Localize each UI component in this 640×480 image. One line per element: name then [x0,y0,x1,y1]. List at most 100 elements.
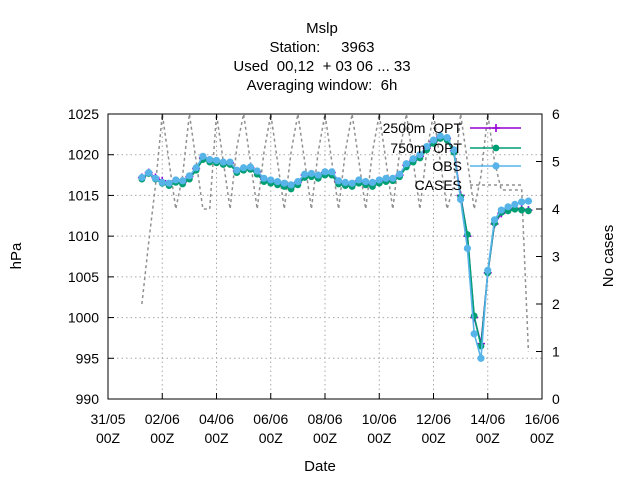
y-axis-label: hPa [8,242,25,269]
data-point [301,170,309,178]
x-tick-label-time: 00Z [313,430,338,446]
data-point [355,176,363,184]
x-tick-label: 14/06 [470,411,505,427]
x-tick-label: 31/05 [90,411,125,427]
series-line [141,137,529,347]
chart-title-line: Used 00,12 + 03 06 ... 33 [233,58,410,75]
y2-tick-label: 1 [552,344,560,360]
data-point [321,168,329,176]
data-point [518,198,526,206]
data-point [484,266,492,274]
data-point [219,158,227,166]
data-point [457,195,465,204]
data-point [492,124,500,132]
x-tick-label-time: 00Z [421,430,446,446]
x-axis-label: Date [304,458,336,475]
data-point [382,174,390,182]
y2-tick-label: 4 [552,201,560,217]
y-tick-label: 1005 [68,269,99,285]
chart-title-line: Averaging window: 6h [247,77,398,94]
data-point [253,167,261,175]
x-tick-label: 02/06 [145,411,180,427]
data-point [226,158,234,166]
data-point [280,179,288,187]
y2-tick-label: 6 [552,106,560,122]
data-point [423,142,431,151]
data-point [490,216,499,224]
series-layer [137,113,533,362]
x-tick-label: 16/06 [524,411,559,427]
data-point [172,176,180,184]
x-tick-label: 10/06 [362,411,397,427]
data-point [348,179,356,187]
data-point [450,146,458,154]
data-point [375,176,383,184]
x-tick-label: 06/06 [253,411,288,427]
x-tick-label-time: 00Z [259,430,284,446]
data-point [504,203,512,211]
data-point [246,163,255,171]
data-point [185,172,193,180]
data-point [368,178,377,186]
data-point [294,177,302,186]
data-point [206,156,214,164]
legend-label: 2500m OPT [383,120,463,136]
legend-label: 750m OPT [390,140,462,156]
data-point [443,134,451,142]
y-tick-label: 1015 [68,187,99,203]
data-point [416,151,424,159]
data-point [492,162,500,170]
data-point [178,177,187,185]
data-point [287,181,295,189]
data-point [429,136,438,144]
x-tick-label-time: 00Z [150,430,175,446]
series-line [141,135,529,359]
data-point [402,160,410,168]
x-tick-label-time: 00Z [367,430,392,446]
y-tick-label: 990 [76,391,100,407]
data-point [477,354,485,362]
series-cases [141,113,530,352]
plot-frame [107,113,543,400]
grid [108,114,542,399]
y2-tick-label: 5 [552,154,560,170]
data-point [138,173,146,182]
x-tick-label-time: 00Z [96,430,121,446]
y-tick-label: 1010 [68,228,99,244]
data-point [192,164,200,172]
data-point [273,177,282,186]
legend-label: CASES [415,177,462,193]
data-point [314,171,322,179]
data-point [145,169,153,177]
data-point [151,174,160,182]
data-point [334,177,343,185]
data-point [525,207,532,215]
data-point [362,177,370,186]
data-point [267,176,275,184]
data-point [524,197,533,205]
x-tick-label-time: 00Z [530,430,555,446]
series-line [141,113,530,352]
x-tick-label: 12/06 [416,411,451,427]
data-point [518,206,526,214]
legend-label: OBS [432,158,462,174]
data-point [199,152,207,160]
chart-title-line: Mslp [306,20,338,37]
data-point [307,169,316,178]
data-point [470,330,478,338]
y2-tick-label: 0 [552,391,560,407]
data-point [341,178,349,186]
y-tick-label: 1025 [68,106,99,122]
data-point [389,174,397,182]
chart-title-line: Station: 3963 [269,39,374,56]
data-point [409,155,417,163]
data-point [511,200,519,208]
x-tick-label: 08/06 [307,411,342,427]
data-point [497,206,505,214]
y2-tick-label: 2 [552,296,560,312]
legend: 2500m OPT 750m OPT OBS CASES [383,120,521,193]
y-tick-label: 995 [76,350,100,366]
y-tick-label: 1000 [68,310,99,326]
data-point [212,156,221,165]
